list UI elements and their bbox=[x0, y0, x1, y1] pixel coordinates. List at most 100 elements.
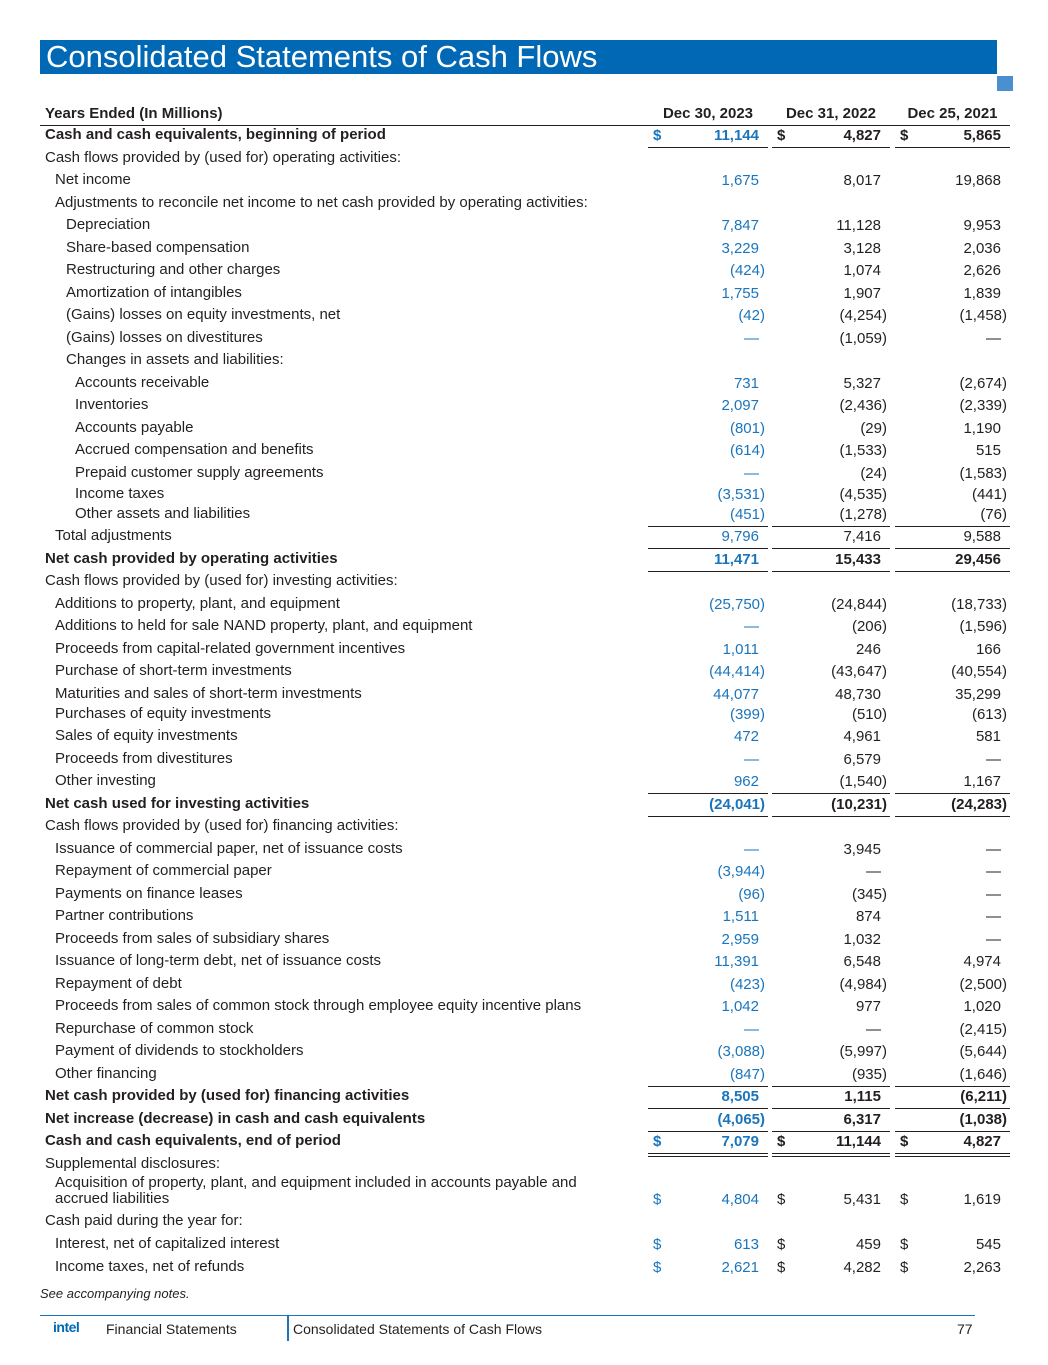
row-label: Interest, net of capitalized interest bbox=[55, 1235, 280, 1252]
currency-symbol: $ bbox=[653, 1133, 662, 1150]
column-header: Years Ended (In Millions) bbox=[45, 105, 223, 122]
value: 7,079 bbox=[721, 1133, 759, 1150]
rule bbox=[648, 1086, 768, 1087]
value: 731 bbox=[733, 375, 759, 392]
rule bbox=[648, 1108, 768, 1109]
row-label: Inventories bbox=[75, 396, 149, 413]
value: 6,548 bbox=[843, 953, 881, 970]
row-label: Amortization of intangibles bbox=[66, 284, 242, 301]
rule bbox=[772, 548, 890, 549]
value: (3,531) bbox=[717, 486, 765, 503]
value: — bbox=[986, 886, 1001, 903]
rule bbox=[648, 571, 768, 572]
value: 35,299 bbox=[955, 686, 1001, 703]
value: — bbox=[744, 618, 759, 635]
value: — bbox=[986, 330, 1001, 347]
value: 1,839 bbox=[963, 285, 1001, 302]
value: (3,944) bbox=[717, 863, 765, 880]
row-label: Income taxes, net of refunds bbox=[55, 1258, 245, 1275]
rule bbox=[895, 1156, 1010, 1157]
row-label: Proceeds from sales of subsidiary shares bbox=[55, 930, 330, 947]
rule bbox=[648, 1153, 768, 1154]
value: (1,533) bbox=[839, 442, 887, 459]
value: (5,997) bbox=[839, 1043, 887, 1060]
value: — bbox=[866, 1021, 881, 1038]
row-label: Cash and cash equivalents, end of period bbox=[45, 1132, 341, 1149]
value: 2,621 bbox=[721, 1259, 759, 1276]
value: — bbox=[744, 841, 759, 858]
value: 4,827 bbox=[843, 127, 881, 144]
value: (1,038) bbox=[959, 1111, 1007, 1128]
currency-symbol: $ bbox=[653, 1259, 662, 1276]
value: 874 bbox=[855, 908, 881, 925]
value: 1,011 bbox=[722, 641, 759, 658]
rule bbox=[772, 1156, 890, 1157]
currency-symbol: $ bbox=[900, 1236, 909, 1253]
value: 8,505 bbox=[721, 1088, 759, 1105]
value: (76) bbox=[980, 506, 1007, 523]
row-label: Additions to property, plant, and equipm… bbox=[55, 595, 340, 612]
value: 4,974 bbox=[963, 953, 1001, 970]
value: (10,231) bbox=[831, 796, 887, 813]
rule bbox=[772, 793, 890, 794]
rule bbox=[895, 816, 1010, 817]
value: 7,847 bbox=[721, 217, 759, 234]
row-label: Cash flows provided by (used for) invest… bbox=[45, 572, 398, 589]
value: 11,471 bbox=[713, 551, 759, 568]
value: (42) bbox=[738, 307, 765, 324]
rule bbox=[895, 793, 1010, 794]
row-label: Acquisition of property, plant, and equi… bbox=[55, 1174, 577, 1207]
value: (614) bbox=[729, 442, 765, 459]
row-label: Cash and cash equivalents, beginning of … bbox=[45, 126, 386, 143]
value: 4,282 bbox=[843, 1259, 881, 1276]
value: (345) bbox=[851, 886, 887, 903]
value: (44,414) bbox=[709, 663, 765, 680]
value: (25,750) bbox=[709, 596, 765, 613]
footer-rule bbox=[40, 1315, 975, 1316]
row-label: Cash flows provided by (used for) operat… bbox=[45, 149, 402, 166]
rule bbox=[648, 548, 768, 549]
value: 581 bbox=[975, 728, 1001, 745]
footer-separator bbox=[287, 1316, 289, 1341]
rule bbox=[772, 1131, 890, 1132]
value: (206) bbox=[851, 618, 887, 635]
value: 613 bbox=[733, 1236, 759, 1253]
value: (1,596) bbox=[959, 618, 1007, 635]
rule bbox=[772, 1153, 890, 1154]
value: 1,115 bbox=[844, 1088, 881, 1105]
value: 459 bbox=[855, 1236, 881, 1253]
value: 1,020 bbox=[963, 998, 1001, 1015]
column-header: Dec 31, 2022 bbox=[785, 105, 877, 122]
row-label: Purchase of short-term investments bbox=[55, 662, 292, 679]
value: 246 bbox=[855, 641, 881, 658]
value: 9,588 bbox=[963, 528, 1001, 545]
value: 472 bbox=[733, 728, 759, 745]
footer-title: Consolidated Statements of Cash Flows bbox=[293, 1321, 543, 1337]
currency-symbol: $ bbox=[777, 1259, 786, 1276]
value: (18,733) bbox=[951, 596, 1007, 613]
value: 11,391 bbox=[714, 953, 759, 970]
value: (24,844) bbox=[831, 596, 887, 613]
value: (2,436) bbox=[839, 397, 887, 414]
value: — bbox=[744, 330, 759, 347]
row-label: Share-based compensation bbox=[66, 239, 250, 256]
value: (3,088) bbox=[717, 1043, 765, 1060]
value: 545 bbox=[975, 1236, 1001, 1253]
rule bbox=[895, 571, 1010, 572]
value: (4,065) bbox=[717, 1111, 765, 1128]
rule bbox=[648, 147, 768, 148]
value: 977 bbox=[855, 998, 881, 1015]
currency-symbol: $ bbox=[900, 1191, 909, 1208]
rule bbox=[772, 526, 890, 527]
row-label: Net income bbox=[55, 171, 131, 188]
value: (2,674) bbox=[959, 375, 1007, 392]
row-label: (Gains) losses on divestitures bbox=[66, 329, 263, 346]
value: (451) bbox=[729, 506, 765, 523]
row-label: Restructuring and other charges bbox=[66, 261, 281, 278]
value: 1,074 bbox=[843, 262, 881, 279]
value: (935) bbox=[851, 1066, 887, 1083]
value: (24,041) bbox=[709, 796, 765, 813]
value: (1,646) bbox=[959, 1066, 1007, 1083]
